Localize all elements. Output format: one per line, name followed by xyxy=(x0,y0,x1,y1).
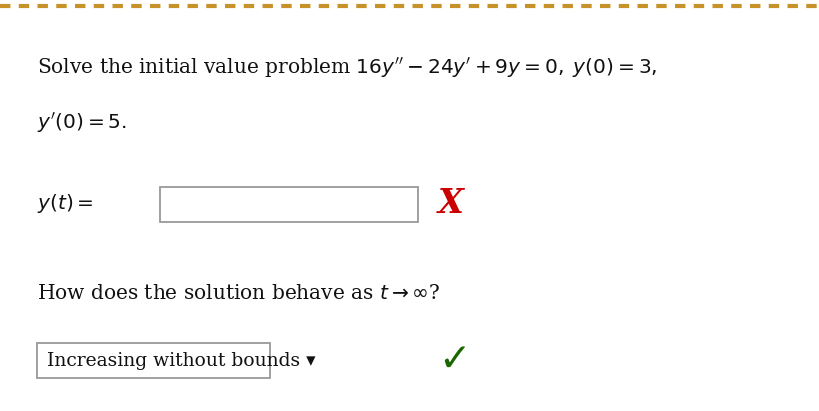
Text: Solve the initial value problem $16y'' - 24y' + 9y = 0,\; y(0) = 3,$: Solve the initial value problem $16y'' -… xyxy=(37,55,657,80)
Text: X: X xyxy=(438,187,464,220)
Text: $y'(0) = 5.$: $y'(0) = 5.$ xyxy=(37,111,127,135)
Text: $y(t) =$: $y(t) =$ xyxy=(37,192,93,215)
Text: ✓: ✓ xyxy=(438,341,471,379)
Bar xyxy=(160,187,418,222)
Bar xyxy=(37,343,270,378)
Text: Increasing without bounds ▾: Increasing without bounds ▾ xyxy=(47,352,315,369)
Text: How does the solution behave as $t \to \infty$?: How does the solution behave as $t \to \… xyxy=(37,284,441,303)
